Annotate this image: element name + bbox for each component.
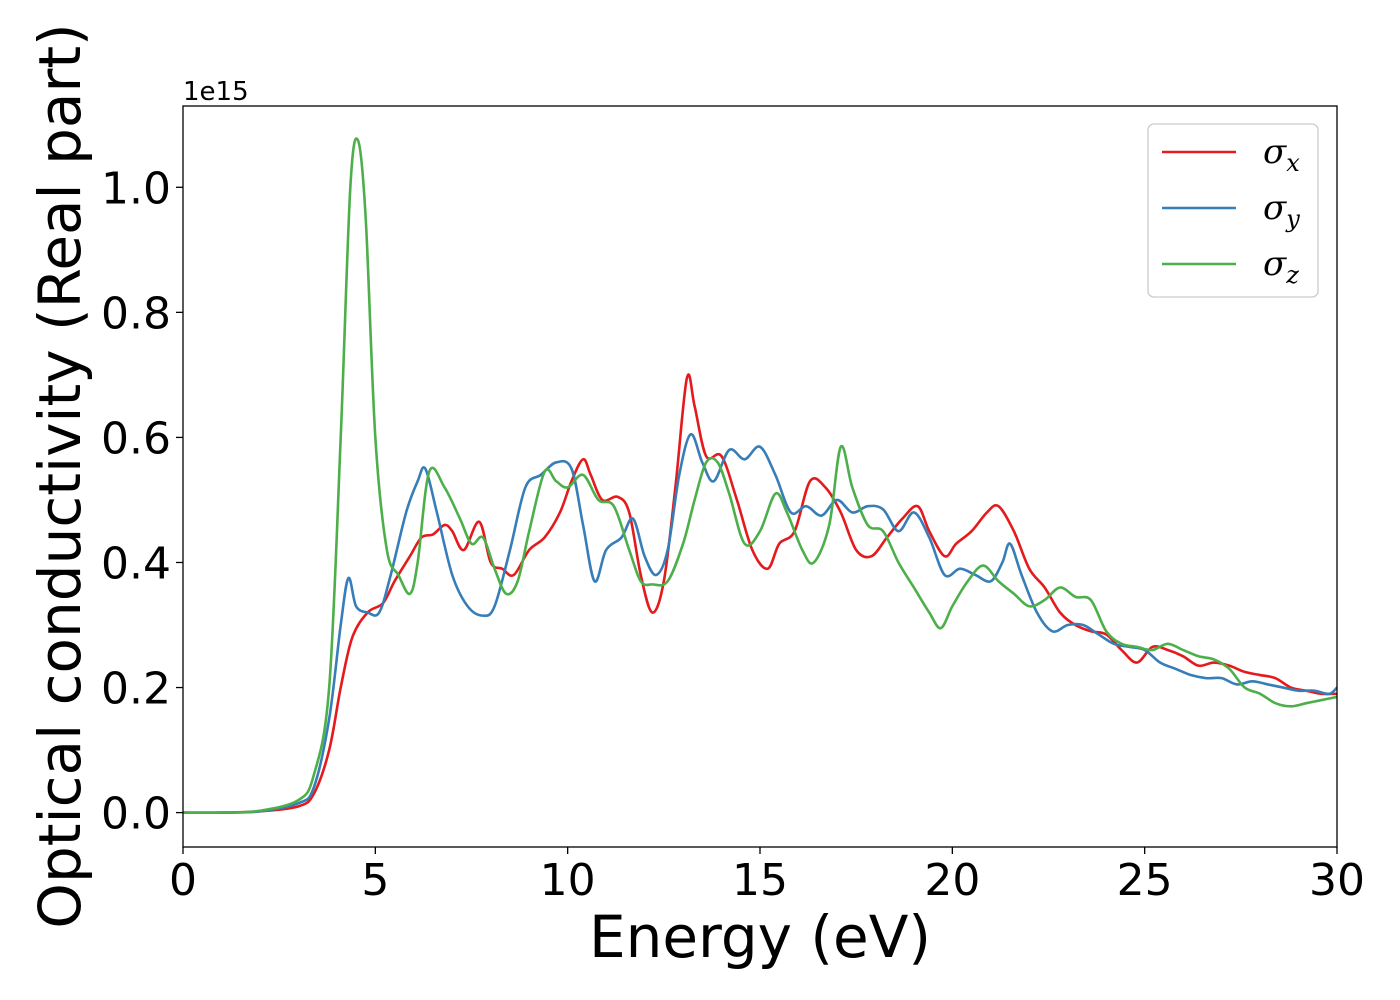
y-tick-label: 0.6: [101, 413, 171, 464]
legend: σx σy σz: [1147, 123, 1319, 298]
x-tick-label: 30: [1309, 855, 1365, 906]
x-axis-label: Energy (eV): [589, 903, 931, 971]
legend-label-y: σy: [1263, 188, 1300, 233]
y-axis: 0.0 0.2 0.4 0.6 0.8 1.0: [101, 163, 183, 840]
series-layer: [183, 137, 1337, 815]
x-tick-label: 10: [540, 855, 596, 906]
x-axis: 0 5 10 15 20 25 30: [169, 847, 1365, 906]
legend-label-z: σz: [1263, 244, 1299, 289]
series-line-z: [183, 137, 1337, 815]
legend-box: [1147, 123, 1319, 298]
y-tick-label: 0.0: [101, 789, 171, 840]
series-line-y: [183, 432, 1337, 815]
x-tick-label: 20: [924, 855, 980, 906]
y-tick-label: 0.4: [101, 538, 171, 589]
x-tick-label: 25: [1117, 855, 1173, 906]
y-offset-label: 1e15: [183, 77, 249, 107]
legend-label-x: σx: [1263, 132, 1300, 177]
y-tick-label: 0.8: [101, 288, 171, 339]
series-line-x: [183, 373, 1337, 815]
x-tick-label: 0: [169, 855, 197, 906]
y-axis-label: Optical conductivity (Real part): [26, 23, 94, 928]
y-tick-label: 1.0: [101, 163, 171, 214]
y-tick-label: 0.2: [101, 664, 171, 715]
x-tick-label: 5: [361, 855, 389, 906]
x-tick-label: 15: [732, 855, 788, 906]
